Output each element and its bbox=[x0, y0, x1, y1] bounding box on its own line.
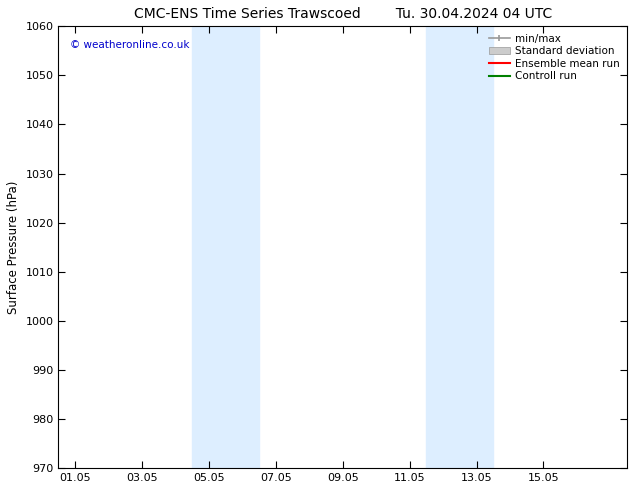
Bar bbox=[192, 26, 259, 468]
Legend: min/max, Standard deviation, Ensemble mean run, Controll run: min/max, Standard deviation, Ensemble me… bbox=[487, 31, 622, 83]
Y-axis label: Surface Pressure (hPa): Surface Pressure (hPa) bbox=[7, 180, 20, 314]
Title: CMC-ENS Time Series Trawscoed        Tu. 30.04.2024 04 UTC: CMC-ENS Time Series Trawscoed Tu. 30.04.… bbox=[134, 7, 552, 21]
Text: © weatheronline.co.uk: © weatheronline.co.uk bbox=[70, 40, 190, 49]
Bar bbox=[427, 26, 493, 468]
